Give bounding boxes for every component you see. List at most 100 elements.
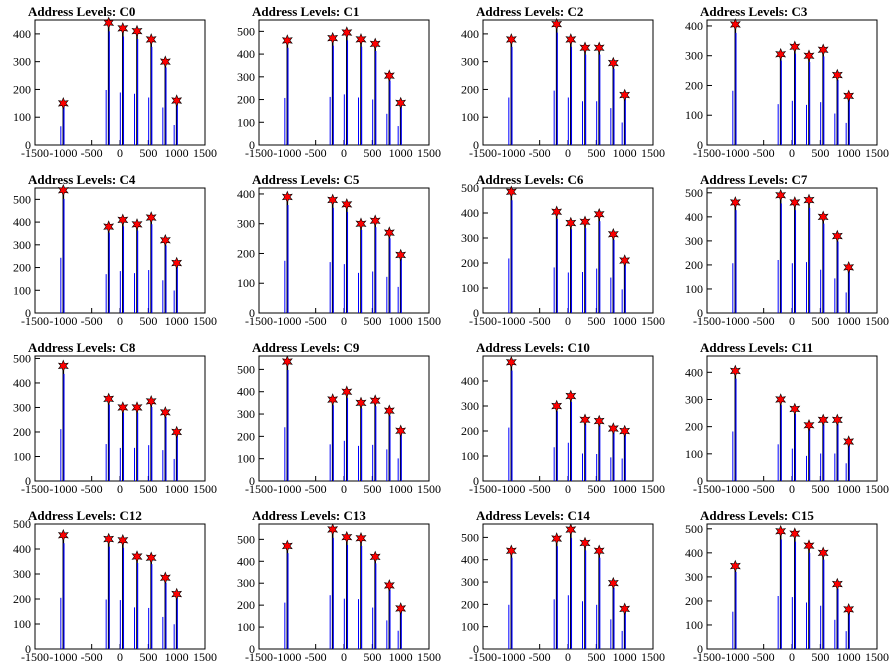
- chart-panel: Address Levels: C14 0 100 200 300 400 500 -1500…: [461, 508, 665, 664]
- peak-marker: [505, 185, 517, 199]
- x-tick-label: -500: [305, 482, 327, 496]
- peak-marker: [395, 602, 407, 615]
- peak-marker: [593, 41, 605, 55]
- x-tick-label: 1500: [193, 146, 217, 160]
- x-tick-label: -1000: [721, 146, 749, 160]
- peak-marker: [355, 532, 367, 545]
- peak-marker: [565, 216, 577, 230]
- peak-marker: [579, 413, 591, 427]
- y-tick-label: 400: [461, 553, 479, 567]
- y-tick-label: 100: [13, 110, 31, 124]
- x-tick-label: 1000: [837, 482, 861, 496]
- peak-marker: [843, 602, 855, 616]
- peak-marker: [327, 31, 339, 45]
- peak-marker: [817, 546, 829, 560]
- peak-marker: [131, 550, 143, 563]
- x-tick-label: 500: [811, 146, 829, 160]
- peak-marker: [145, 211, 157, 224]
- peak-marker: [383, 69, 395, 83]
- x-tick-label: -500: [305, 146, 327, 160]
- peak-marker: [831, 413, 843, 427]
- peak-marker: [103, 220, 115, 233]
- x-tick-label: 1500: [641, 482, 665, 496]
- peak-marker: [775, 188, 787, 202]
- y-tick-label: 0: [473, 306, 479, 320]
- peak-marker: [551, 399, 563, 413]
- peak-marker: [607, 228, 619, 241]
- y-tick-label: 0: [25, 474, 31, 488]
- y-tick-label: 200: [685, 78, 703, 92]
- x-tick-label: 1000: [613, 146, 637, 160]
- x-tick-label: 1500: [641, 146, 665, 160]
- x-tick-label: -1500: [469, 482, 497, 496]
- chart-panel: Address Levels: C12 0 100 200 300 400 500 -1500…: [13, 508, 217, 664]
- peak-marker: [803, 539, 815, 552]
- peak-marker: [619, 254, 631, 267]
- x-tick-label: -1500: [693, 314, 721, 328]
- peak-marker: [281, 355, 293, 368]
- x-tick-label: -1500: [469, 146, 497, 160]
- x-tick-label: -1000: [497, 482, 525, 496]
- peak-marker: [505, 356, 517, 369]
- peak-marker: [341, 530, 353, 544]
- y-tick-label: 500: [13, 517, 31, 531]
- x-tick-label: 0: [789, 146, 795, 160]
- x-tick-label: 500: [587, 482, 605, 496]
- x-tick-label: 0: [341, 314, 347, 328]
- y-tick-label: 200: [685, 258, 703, 272]
- y-tick-label: 300: [685, 234, 703, 248]
- x-tick-label: -1000: [497, 146, 525, 160]
- peak-marker: [159, 55, 171, 69]
- y-tick-label: 0: [697, 306, 703, 320]
- x-tick-label: -1000: [273, 314, 301, 328]
- peak-marker: [341, 26, 353, 39]
- peak-marker: [551, 532, 563, 545]
- chart-panel: Address Levels: C2 0 100 200 300 400 -1500 -100…: [461, 4, 665, 160]
- y-tick-label: 100: [461, 110, 479, 124]
- x-tick-label: 1500: [865, 314, 889, 328]
- y-tick-label: 100: [237, 276, 255, 290]
- y-tick-label: 200: [461, 424, 479, 438]
- y-tick-label: 400: [13, 542, 31, 556]
- x-tick-label: 1500: [417, 314, 441, 328]
- y-tick-label: 0: [473, 474, 479, 488]
- peak-marker: [607, 576, 619, 590]
- x-tick-label: 1500: [193, 650, 217, 664]
- y-tick-label: 0: [697, 474, 703, 488]
- peak-marker: [789, 402, 801, 416]
- y-tick-label: 500: [461, 530, 479, 544]
- peak-marker: [843, 260, 855, 274]
- x-tick-label: -500: [305, 314, 327, 328]
- y-tick-label: 200: [461, 256, 479, 270]
- x-tick-label: 0: [789, 314, 795, 328]
- peak-marker: [131, 218, 143, 231]
- peak-marker: [395, 248, 407, 262]
- y-tick-label: 300: [237, 576, 255, 590]
- peak-marker: [159, 406, 171, 419]
- x-tick-label: -1500: [469, 314, 497, 328]
- peak-marker: [281, 539, 293, 553]
- peak-marker: [619, 424, 631, 438]
- peak-marker: [117, 21, 129, 35]
- peak-marker: [817, 413, 829, 427]
- chart-title: Address Levels: C6: [476, 172, 584, 187]
- peak-marker: [817, 43, 829, 57]
- x-tick-label: 0: [117, 650, 123, 664]
- y-tick-label: 400: [13, 376, 31, 390]
- peak-marker: [171, 256, 183, 270]
- peak-marker: [281, 34, 293, 47]
- y-tick-label: 100: [461, 449, 479, 463]
- peak-marker: [281, 190, 293, 204]
- chart-title: Address Levels: C13: [252, 508, 366, 523]
- chart-panel: Address Levels: C10 0 100 200 300 400 -1500 -10…: [461, 340, 665, 496]
- x-tick-label: -1500: [21, 482, 49, 496]
- y-tick-label: 400: [461, 27, 479, 41]
- x-tick-label: -500: [81, 146, 103, 160]
- peak-marker: [395, 96, 407, 110]
- peak-marker: [593, 414, 605, 428]
- x-tick-label: -1500: [245, 650, 273, 664]
- peak-marker: [505, 544, 517, 558]
- x-tick-label: -500: [529, 482, 551, 496]
- y-tick-label: 100: [13, 283, 31, 297]
- y-tick-label: 100: [685, 447, 703, 461]
